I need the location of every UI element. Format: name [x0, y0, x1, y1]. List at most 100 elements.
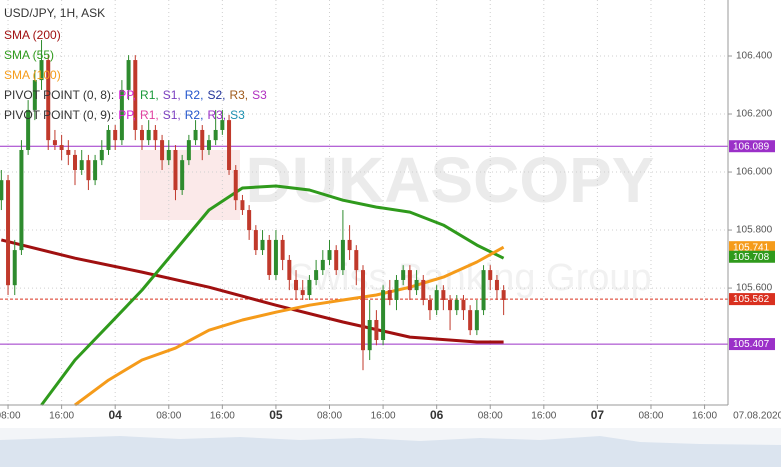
navigator — [0, 428, 781, 467]
candle-body — [200, 129, 205, 150]
price-marker — [729, 293, 775, 306]
y-tick-label: 106.400 — [736, 51, 773, 62]
pivot-level: R2, — [185, 108, 204, 122]
candle-body — [66, 149, 71, 155]
candle-body — [474, 310, 479, 331]
candle-body — [52, 140, 57, 146]
candle-body — [106, 129, 111, 150]
candle-body — [280, 239, 285, 260]
x-tick-label: 08:00 — [156, 411, 181, 422]
candle-body — [481, 270, 486, 311]
candle-body — [501, 290, 506, 300]
candle-body — [340, 239, 345, 271]
candle-body — [39, 60, 44, 81]
candle-body — [253, 230, 258, 251]
candle-body — [267, 239, 272, 276]
pivot-level: R1, — [140, 108, 159, 122]
candle-body — [220, 120, 225, 130]
legend: USD/JPY, 1H, ASK SMA (200) SMA (55) SMA (1… — [4, 6, 267, 122]
candle-body — [448, 299, 453, 311]
legend-entry: SMA (100) — [4, 68, 61, 82]
watermark-logo — [140, 150, 240, 220]
candle-body — [488, 270, 493, 280]
candle-body — [334, 250, 339, 271]
candle-body — [300, 290, 305, 296]
candle-body — [314, 270, 319, 280]
pivot-level: S3 — [230, 108, 245, 122]
pivot-legend: PIVOT POINT (0, 8): PP, R1, S1, R2, S2, R3, S3 — [4, 88, 267, 102]
x-tick-label: 07 — [591, 408, 605, 422]
candle-body — [213, 129, 218, 141]
candle-body — [347, 239, 352, 251]
candle-body — [260, 239, 265, 251]
x-tick-label: 05 — [269, 408, 283, 422]
candle-body — [414, 279, 419, 291]
candle-body — [247, 210, 252, 231]
candle-body — [79, 160, 84, 171]
candle-body — [32, 80, 37, 110]
candle-body — [240, 200, 245, 211]
x-tick-label: 07.08.2020 — [733, 411, 781, 422]
candle-body — [441, 290, 446, 300]
pivot-level: R3, — [229, 88, 248, 102]
axes: 106.400 106.200 106.000 105.800 105.600 08:00… — [0, 51, 781, 423]
x-tick-label: 08:00 — [478, 411, 503, 422]
y-tick-label: 105.800 — [736, 225, 773, 236]
candle-body — [387, 290, 392, 300]
y-tick-label: 106.000 — [736, 167, 773, 178]
pivot-level: S2, — [207, 88, 225, 102]
candle-body — [126, 60, 131, 90]
candle-body — [206, 140, 211, 150]
price-marker — [729, 338, 775, 351]
candle-body — [294, 279, 299, 291]
candle-body — [407, 270, 412, 291]
candle-body — [46, 60, 51, 141]
pivot-label: PIVOT POINT (0, 9): — [4, 108, 114, 122]
pivot-legend: PIVOT POINT (0, 9): PP, R1, S1, R2, R3, S3 — [4, 108, 245, 122]
pivot-level: PP, — [118, 108, 136, 122]
candle-body — [354, 250, 359, 271]
candle-body — [367, 319, 372, 351]
watermark: DUKASCOPY Swiss Banking Group — [140, 144, 654, 299]
legend-entry: SMA (55) — [4, 48, 54, 62]
x-tick-label: 16:00 — [531, 411, 556, 422]
price-marker-label: 105.708 — [733, 252, 770, 263]
candle-body — [12, 250, 17, 286]
y-tick-label: 105.600 — [736, 283, 773, 294]
price-marker-label: 105.741 — [733, 242, 770, 253]
candle-body — [6, 180, 11, 286]
candle-body — [139, 129, 144, 141]
x-tick-label: 04 — [109, 408, 123, 422]
legend-entry: SMA (200) — [4, 28, 61, 42]
x-tick-label: 08:00 — [638, 411, 663, 422]
candle-body — [454, 299, 459, 311]
candle-body — [427, 299, 432, 311]
candle-body — [401, 270, 406, 280]
candle-body — [180, 160, 185, 191]
x-tick-label: 16:00 — [692, 411, 717, 422]
sma-line — [40, 184, 505, 406]
candle-body — [99, 149, 104, 161]
candle-body — [26, 109, 31, 150]
candle-body — [494, 279, 499, 291]
candle-body — [233, 170, 238, 201]
pivot-label: PIVOT POINT (0, 8): — [4, 88, 114, 102]
candle-body — [186, 140, 191, 161]
x-tick-label: 08:00 — [0, 411, 21, 422]
price-marker — [729, 250, 775, 263]
candle-body — [160, 140, 165, 161]
watermark-text: DUKASCOPY — [246, 144, 655, 216]
x-tick-label: 06 — [430, 408, 444, 422]
y-tick-label: 106.200 — [736, 109, 773, 120]
candle-body — [93, 160, 98, 181]
candle-body — [193, 129, 198, 141]
candle-body — [146, 129, 151, 141]
candle-body — [0, 180, 4, 201]
candle-body — [59, 145, 64, 150]
price-marker — [729, 140, 775, 153]
indicator-lines — [0, 184, 505, 407]
candle-body — [468, 310, 473, 331]
candle-body — [86, 160, 91, 181]
candle-body — [320, 259, 325, 271]
